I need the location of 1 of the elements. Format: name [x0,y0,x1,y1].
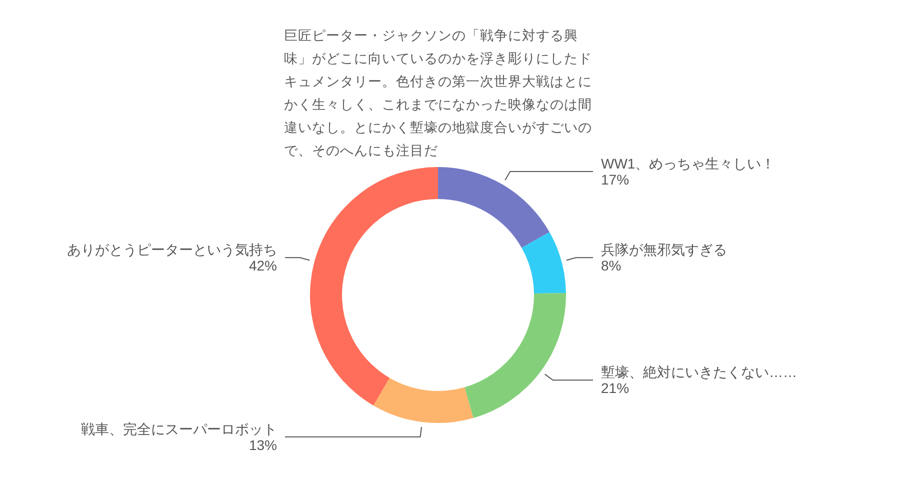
subtitle: 巨匠ピーター・ジャクソンの「戦争に対する興味」がどこに向いているのかを浮き彫りにしたドキュメンタリー。色付きの第一次世界大戦はとにかく生々しく、これまでになかった映像なのは間違いなし。とにかく塹壕の地獄度合いがすごいので、そのへんにも注目だ [284,27,592,160]
